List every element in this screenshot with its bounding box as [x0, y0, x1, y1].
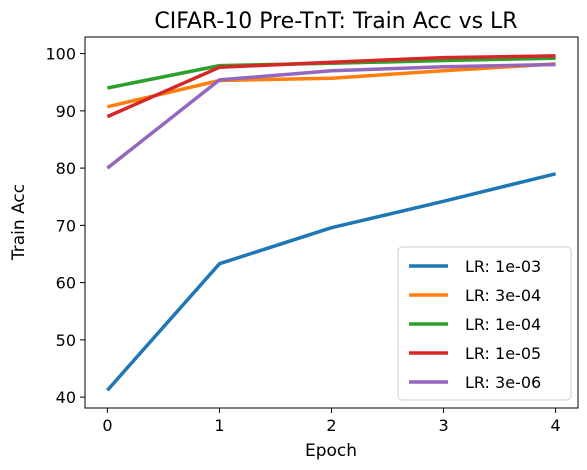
legend-label: LR: 1e-05	[465, 344, 541, 363]
legend-label: LR: 1e-03	[465, 257, 541, 276]
x-tick-label: 3	[438, 416, 448, 435]
legend: LR: 1e-03 LR: 3e-04 LR: 1e-04 LR: 1e-05 LR: …	[397, 246, 572, 401]
y-tick-label: 90	[56, 102, 76, 121]
y-tick-label: 100	[45, 45, 76, 64]
y-tick-label: 80	[56, 159, 76, 178]
legend-label: LR: 3e-04	[465, 286, 541, 305]
legend-box	[397, 246, 572, 401]
series-line-0	[106, 172, 557, 392]
y-tick-label: 40	[56, 388, 76, 407]
series-line-1	[107, 62, 556, 109]
y-axis-label: Train Acc	[9, 184, 29, 261]
y-tick-label: 70	[56, 216, 76, 235]
series-line-3	[106, 54, 556, 119]
x-axis-label: Epoch	[305, 441, 357, 461]
series-lines	[106, 54, 557, 392]
plot-frame	[84, 36, 579, 409]
y-tick-label: 50	[56, 331, 76, 350]
x-tick-label: 1	[214, 416, 224, 435]
axis-ticks: 0 1 2 3 4 40 50 60 70 80 90 100	[45, 45, 560, 435]
x-tick-label: 0	[102, 416, 112, 435]
x-tick-label: 2	[326, 416, 336, 435]
legend-label: LR: 1e-04	[465, 315, 541, 334]
x-tick-label: 4	[550, 416, 560, 435]
y-tick-label: 60	[56, 274, 76, 293]
legend-label: LR: 3e-06	[465, 373, 541, 392]
chart-title: CIFAR-10 Pre-TnT: Train Acc vs LR	[154, 9, 517, 34]
series-line-4	[106, 62, 556, 170]
